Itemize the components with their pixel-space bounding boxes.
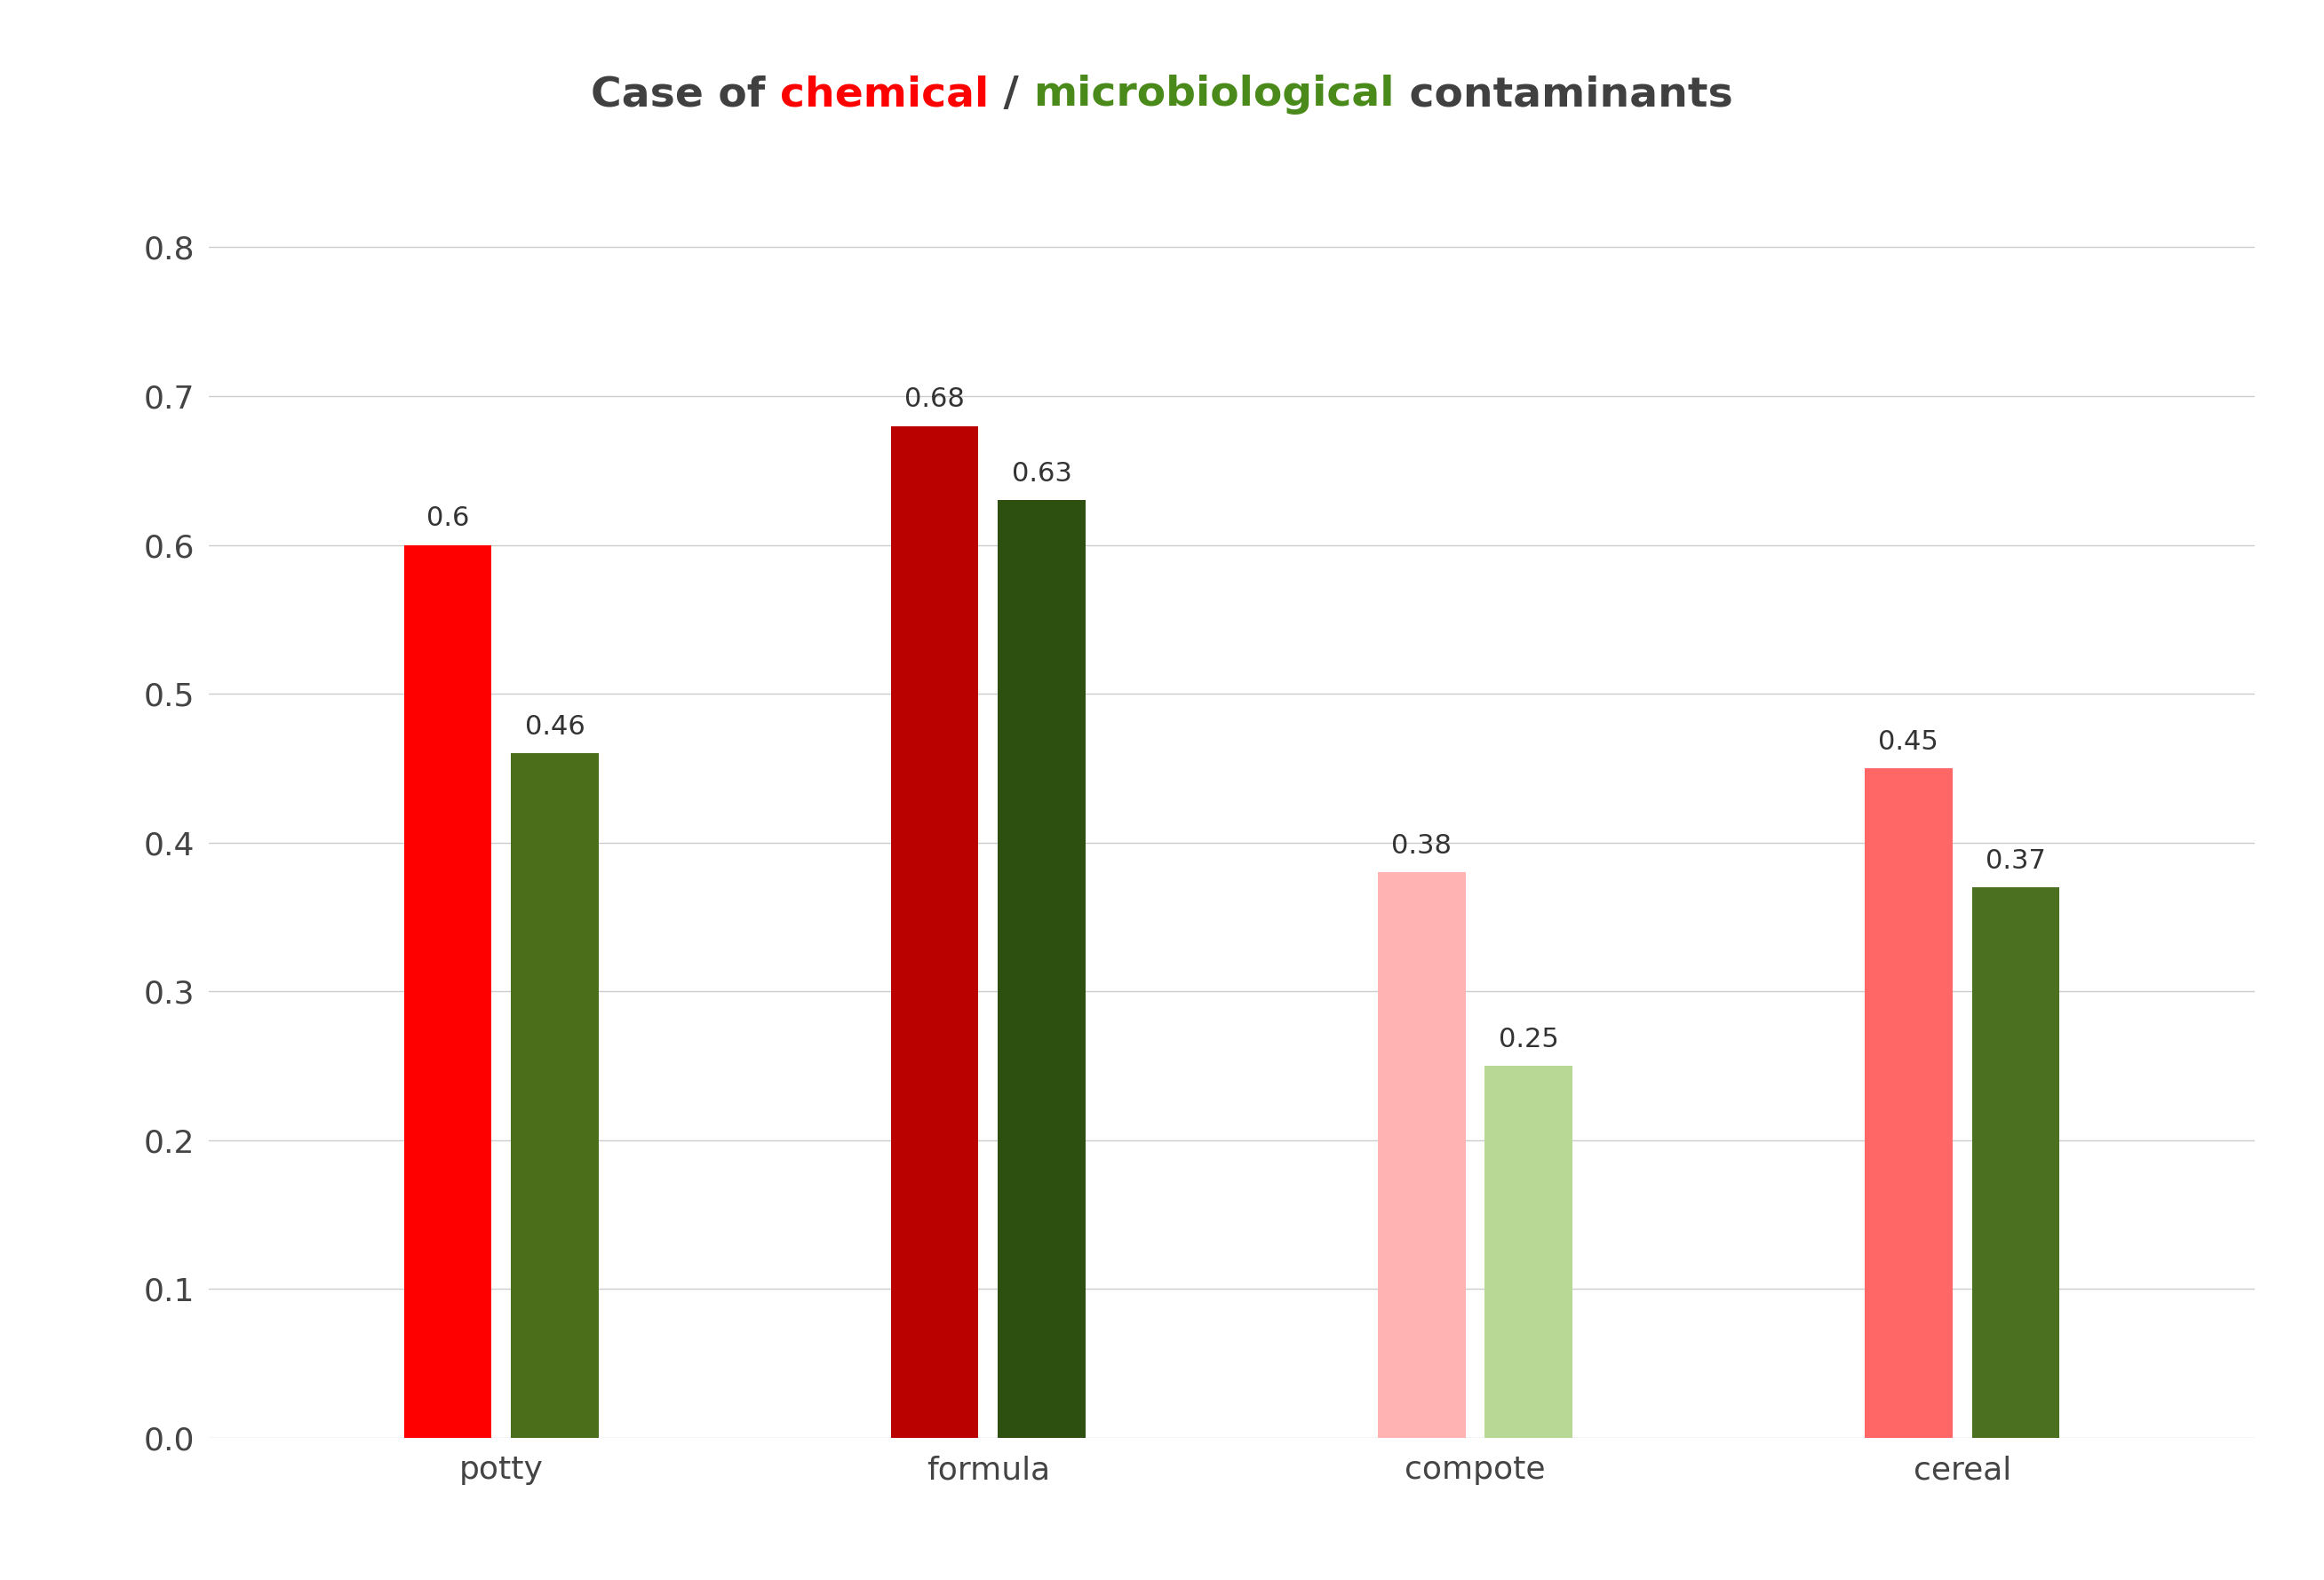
- Text: contaminants: contaminants: [1394, 74, 1734, 115]
- Text: microbiological: microbiological: [1034, 74, 1394, 115]
- Text: 0.45: 0.45: [1878, 728, 1938, 755]
- Bar: [997, 501, 1085, 1438]
- Bar: [511, 754, 600, 1438]
- Text: 0.37: 0.37: [1985, 848, 2045, 874]
- Bar: [1485, 1066, 1573, 1438]
- Text: 0.25: 0.25: [1499, 1027, 1559, 1052]
- Bar: [1971, 888, 2059, 1438]
- Text: 0.38: 0.38: [1392, 833, 1452, 860]
- Text: chemical: chemical: [781, 74, 990, 115]
- Text: /: /: [990, 74, 1034, 115]
- Bar: [404, 545, 493, 1438]
- Text: 0.63: 0.63: [1011, 461, 1071, 487]
- Bar: [1864, 768, 1952, 1438]
- Bar: [1378, 872, 1466, 1438]
- Text: 0.6: 0.6: [425, 506, 469, 531]
- Text: 0.46: 0.46: [525, 714, 586, 739]
- Bar: [890, 427, 978, 1438]
- Text: Case of: Case of: [590, 74, 781, 115]
- Text: 0.68: 0.68: [904, 387, 964, 412]
